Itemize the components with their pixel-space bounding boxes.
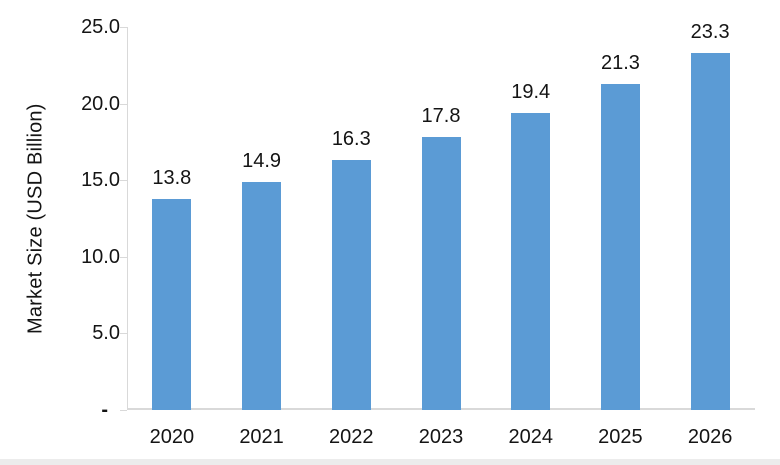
- bar-value-label-2021: 14.9: [242, 149, 282, 172]
- y-tick-mark: [120, 180, 127, 182]
- bar-2026: [690, 53, 730, 410]
- y-axis-line: [127, 27, 128, 410]
- y-tick-mark: [120, 333, 127, 335]
- y-tick-label: 10.0: [81, 245, 120, 268]
- y-tick-label: 5.0: [92, 322, 120, 345]
- x-tick-label-2024: 2024: [508, 426, 553, 448]
- bar-value-label-2023: 17.8: [421, 105, 461, 128]
- bar-2020: [152, 198, 192, 410]
- bar-value-label-2022: 16.3: [331, 128, 371, 151]
- x-tick-label-2020: 2020: [149, 426, 195, 448]
- bar-value-label-2026: 23.3: [690, 21, 730, 44]
- y-tick-label: 25.0: [81, 16, 120, 38]
- bar-value-label-2024: 19.4: [511, 80, 551, 103]
- bar-value-label-2020: 13.8: [152, 166, 192, 189]
- bar-2024: [511, 112, 551, 410]
- y-tick-label: -: [101, 399, 108, 421]
- bar-2021: [242, 181, 282, 410]
- bar-value-label-2025: 21.3: [600, 51, 640, 74]
- x-tick-label-2023: 2023: [418, 426, 464, 448]
- y-tick-label: 15.0: [81, 169, 120, 192]
- y-tick-mark: [120, 256, 127, 258]
- x-tick-label-2026: 2026: [687, 426, 733, 448]
- y-tick-mark: [120, 27, 127, 28]
- y-tick-label: 20.0: [81, 92, 120, 115]
- bar-2022: [331, 160, 371, 410]
- y-tick-mark: [120, 103, 127, 105]
- bottom-edge-strip: [0, 459, 780, 465]
- x-tick-label-2022: 2022: [329, 426, 374, 448]
- bar-2025: [600, 83, 640, 410]
- x-tick-label-2025: 2025: [598, 426, 643, 448]
- bar-2023: [421, 137, 461, 410]
- y-tick-mark: [120, 410, 127, 411]
- x-tick-label-2021: 2021: [239, 426, 284, 448]
